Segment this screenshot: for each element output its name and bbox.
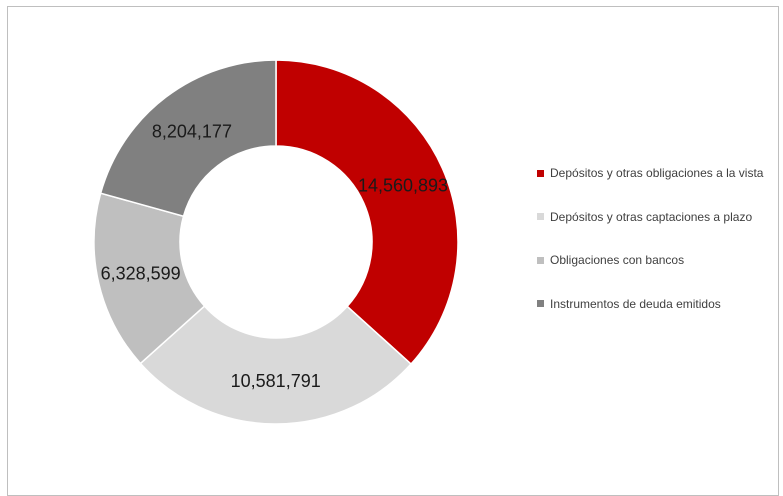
legend-label-plazo: Depósitos y otras captaciones a plazo	[550, 209, 753, 224]
legend-label-bancos: Obligaciones con bancos	[550, 253, 685, 267]
legend-swatch-vista	[537, 169, 544, 177]
legend-label-vista: Depósitos y otras obligaciones a la vist…	[550, 166, 764, 180]
legend-swatch-bancos	[537, 256, 544, 264]
legend-swatch-deuda	[537, 300, 544, 307]
legend-item-bancos: Obligaciones con bancos	[537, 250, 777, 270]
legend: Depósitos y otras obligaciones a la vist…	[537, 163, 777, 337]
slice-plazo	[139, 305, 413, 425]
legend-item-deuda: Instrumentos de deuda emitidos	[537, 294, 777, 314]
data-label-plazo: 10,581,791	[231, 371, 321, 391]
data-label-vista: 14,560,893	[358, 176, 448, 196]
data-label-bancos: 6,328,599	[101, 264, 181, 284]
legend-swatch-plazo	[537, 213, 544, 220]
legend-item-plazo: Depósitos y otras captaciones a plazo	[537, 207, 777, 227]
data-label-deuda: 8,204,177	[152, 121, 232, 141]
slice-vista	[275, 59, 459, 366]
slice-bancos	[93, 192, 206, 365]
slice-deuda	[99, 59, 277, 218]
legend-item-vista: Depósitos y otras obligaciones a la vist…	[537, 163, 777, 183]
legend-label-deuda: Instrumentos de deuda emitidos	[550, 296, 721, 311]
